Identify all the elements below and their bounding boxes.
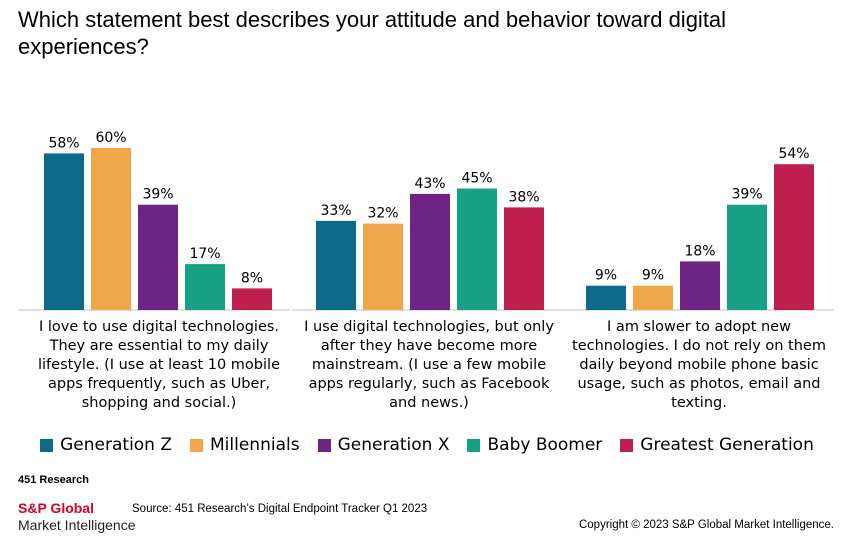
bar-millennials-cat1 [363,223,403,310]
legend: Generation Z Millennials Generation X Ba… [12,433,842,457]
bar-greatest-generation-cat0 [232,288,272,310]
legend-label: Baby Boomer [487,435,603,455]
legend-swatch [467,438,481,452]
brand-logo-name: S&P Global [18,500,94,516]
legend-item-baby-boomer: Baby Boomer [467,435,602,455]
bar-baby-boomer-cat1 [457,188,497,310]
bar-millennials-cat0 [91,148,131,310]
brand-logo-subtitle: Market Intelligence [18,517,136,533]
bar-generation-z-cat2 [586,285,626,310]
data-label: 9% [595,268,617,284]
data-label: 60% [95,130,126,146]
data-label: 54% [778,146,809,162]
legend-item-millennials: Millennials [190,435,300,455]
legend-swatch [190,438,204,452]
bar-greatest-generation-cat1 [504,207,544,310]
legend-swatch [620,438,634,452]
data-label: 8% [241,270,263,286]
bar-generation-x-cat0 [138,204,178,310]
legend-swatch [317,438,331,452]
bar-greatest-generation-cat2 [774,164,814,310]
legend-label: Millennials [210,435,300,455]
source-note: Source: 451 Research’s Digital Endpoint … [132,503,428,515]
bar-baby-boomer-cat0 [185,264,225,310]
copyright-note: Copyright © 2023 S&P Global Market Intel… [578,519,834,531]
category-label-mainstream: I use digital technologies, but only aft… [304,319,554,411]
bar-generation-z-cat0 [44,153,84,310]
bar-generation-x-cat1 [410,193,450,310]
legend-swatch [40,438,54,452]
bar-chart: 58% 33% 9% 60% 32% 9% 39% 43% 18% 17% 45% 39% 8% 38% 5… [18,130,834,311]
legend-label: Greatest Generation [640,435,814,455]
data-label: 33% [320,203,351,219]
data-label: 39% [731,187,762,203]
bar-generation-z-cat1 [316,220,356,310]
category-label-enthusiast: I love to use digital technologies. They… [38,319,280,411]
legend-label: Generation Z [60,435,173,455]
data-label: 45% [461,171,492,187]
category-label-slow-adopter: I am slower to adopt new technologies. I… [572,319,826,411]
bar-generation-x-cat2 [680,261,720,310]
bar-millennials-cat2 [633,285,673,310]
legend-item-generation-z: Generation Z [40,435,172,455]
research-label: 451 Research [18,474,89,486]
data-label: 58% [48,135,79,151]
data-label: 17% [189,246,220,262]
data-label: 18% [684,243,715,259]
bar-baby-boomer-cat2 [727,204,767,310]
data-label: 9% [642,268,664,284]
data-label: 43% [414,176,445,192]
data-label: 32% [367,206,398,222]
legend-item-generation-x: Generation X [317,435,450,455]
data-label: 39% [142,187,173,203]
legend-label: Generation X [337,435,450,455]
chart-title: Which statement best describes your atti… [18,7,727,59]
data-label: 38% [508,189,539,205]
legend-item-greatest-generation: Greatest Generation [620,435,814,455]
